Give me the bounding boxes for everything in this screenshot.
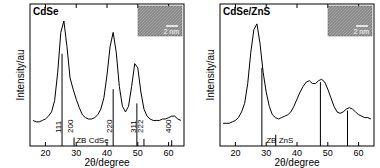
x-tick-label: 50 <box>133 148 143 158</box>
x-tick <box>327 142 328 146</box>
x-tick-label: 60 <box>164 148 174 158</box>
hkl-label: 111 <box>54 120 63 133</box>
x-tick <box>107 4 108 8</box>
inset: 2 nm <box>298 6 380 36</box>
x-tick <box>297 4 298 8</box>
title: CdSe <box>33 6 59 17</box>
curve <box>223 24 371 123</box>
lattice-fringe <box>340 6 370 36</box>
inset: 2 nm <box>108 6 210 36</box>
panel: 20304050602θ/degreeIntensity/au111200220… <box>15 4 210 168</box>
inset-texture <box>328 6 372 36</box>
lattice-fringe <box>370 6 372 36</box>
x-axis-label: 2θ/degree <box>84 157 129 168</box>
plot-frame <box>220 4 374 146</box>
reference-stick <box>74 137 75 146</box>
lattice-fringe <box>159 6 182 36</box>
x-tick-label: 30 <box>71 148 81 158</box>
reference-stick <box>320 82 321 146</box>
panel: 20304050602θ/degreeIntensity/auZB ZnSCdS… <box>205 4 380 168</box>
x-axis-label: 2θ/degree <box>274 157 319 168</box>
lattice-fringe <box>346 6 372 36</box>
x-tick-label: 60 <box>354 148 364 158</box>
y-axis-label: Intensity/au <box>15 49 26 100</box>
hkl-label: 222 <box>136 119 145 133</box>
scale-label: 2 nm <box>353 28 369 35</box>
data-group <box>33 21 181 146</box>
scale-label: 2 nm <box>163 28 179 35</box>
x-tick <box>45 142 46 146</box>
x-tick <box>168 142 169 146</box>
figure: 20304050602θ/degreeIntensity/au111200220… <box>0 0 380 168</box>
reference-stick <box>113 89 114 146</box>
lattice-fringe <box>180 6 182 36</box>
labels: ZB ZnS <box>266 136 293 145</box>
x-tick-label: 30 <box>261 148 271 158</box>
lattice-fringe <box>150 6 180 36</box>
scale-bar <box>166 25 178 27</box>
y-axis-label: Intensity/au <box>205 49 216 100</box>
title: CdSe/ZnS <box>223 6 271 17</box>
hkl-label: 220 <box>105 119 114 133</box>
reference-stick <box>143 139 144 146</box>
reference-stick <box>261 68 262 146</box>
hkl-label: 400 <box>164 119 173 133</box>
lattice-fringe <box>156 6 182 36</box>
x-tick <box>297 142 298 146</box>
x-tick <box>76 4 77 8</box>
x-tick <box>358 142 359 146</box>
x-tick <box>137 142 138 146</box>
reference-stick <box>171 140 172 146</box>
reference-stick <box>347 111 348 147</box>
data-group <box>223 24 371 146</box>
hkl-label: 200 <box>66 119 75 133</box>
x-tick-label: 20 <box>40 148 50 158</box>
plot-frame <box>30 4 184 146</box>
x-tick-label: 20 <box>230 148 240 158</box>
labels: 111200220311222400ZB CdSe <box>54 119 173 145</box>
x-tick <box>235 142 236 146</box>
x-tick-label: 50 <box>323 148 333 158</box>
inset-texture <box>138 6 182 36</box>
scale-bar <box>356 25 368 27</box>
lattice-fringe <box>349 6 372 36</box>
reference-name: ZB ZnS <box>266 136 293 145</box>
reference-name: ZB CdSe <box>76 136 109 145</box>
